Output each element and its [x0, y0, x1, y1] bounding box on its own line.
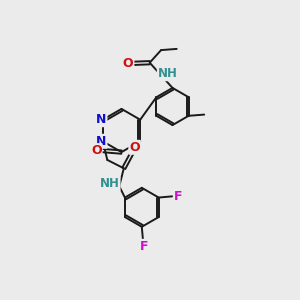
Text: N: N — [96, 135, 106, 148]
Text: NH: NH — [158, 67, 178, 80]
Text: O: O — [123, 57, 134, 70]
Text: O: O — [91, 144, 102, 157]
Text: F: F — [174, 190, 182, 203]
Text: F: F — [140, 240, 148, 253]
Text: NH: NH — [100, 177, 120, 190]
Text: O: O — [129, 141, 140, 154]
Text: N: N — [96, 113, 106, 126]
